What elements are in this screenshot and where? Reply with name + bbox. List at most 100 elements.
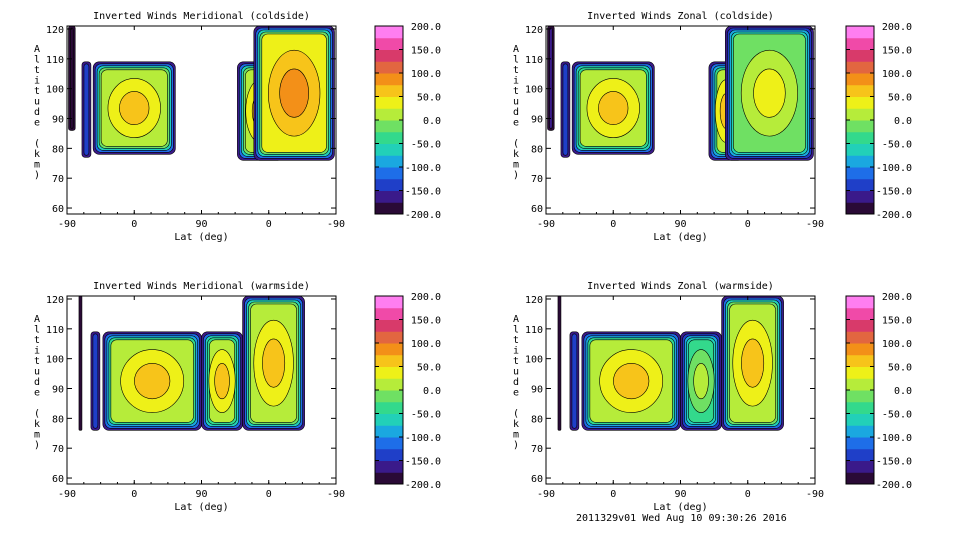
- colorbar-tick-label: 150.0: [411, 46, 441, 57]
- colorbar-swatch: [375, 425, 403, 438]
- data-block: [81, 61, 92, 158]
- colorbar-swatch: [375, 390, 403, 403]
- colorbar-swatch: [375, 378, 403, 391]
- x-tick-label: -90: [537, 219, 555, 230]
- colorbar-tick-label: -200.0: [405, 480, 441, 491]
- colorbar-swatch: [846, 143, 874, 156]
- x-tick-label: -90: [327, 219, 345, 230]
- colorbar-swatch: [846, 378, 874, 391]
- colorbar-tick-label: -200.0: [876, 480, 912, 491]
- data-field: [547, 26, 814, 161]
- colorbar-tick-label: 150.0: [882, 46, 912, 57]
- colorbar-swatch: [375, 331, 403, 344]
- data-block: [90, 331, 101, 431]
- colorbar-tick-label: 100.0: [411, 339, 441, 350]
- colorbar-swatch: [846, 131, 874, 144]
- colorbar-swatch: [846, 437, 874, 450]
- colorbar-tick-label: 50.0: [888, 363, 912, 374]
- colorbar-swatch: [375, 354, 403, 367]
- colorbar-swatch: [846, 49, 874, 62]
- colorbar: 200.0 150.0 100.0 50.0 0.0 -50.0 -100.0 -150.0 -…: [845, 292, 912, 491]
- colorbar-tick-label: 50.0: [417, 363, 441, 374]
- colorbar-swatch: [846, 155, 874, 168]
- contour-band: [92, 333, 99, 429]
- y-tick-label: 90: [531, 115, 543, 126]
- y-tick-label: 70: [52, 444, 64, 455]
- x-tick-label: 0: [266, 489, 272, 500]
- colorbar-swatch: [846, 413, 874, 426]
- data-block: [557, 296, 562, 431]
- y-tick-label: 90: [531, 385, 543, 396]
- y-tick-label: 120: [46, 25, 64, 36]
- colorbar-swatch: [846, 366, 874, 379]
- colorbar-tick-label: 50.0: [417, 93, 441, 104]
- x-axis-label: Lat (deg): [653, 502, 707, 513]
- contour-band: [571, 333, 578, 429]
- colorbar-swatch: [846, 296, 874, 309]
- x-tick-label: -90: [537, 489, 555, 500]
- colorbar-swatch: [846, 307, 874, 320]
- x-tick-label: 0: [745, 219, 751, 230]
- x-tick-label: 0: [131, 219, 137, 230]
- colorbar-swatch: [846, 202, 874, 215]
- chart-panel: Inverted Winds Zonal (warmside) -90 0 90 0 -9…: [513, 281, 912, 513]
- colorbar-swatch: [375, 472, 403, 485]
- chart-title: Inverted Winds Meridional (warmside): [93, 281, 310, 292]
- contour-loop: [279, 68, 309, 118]
- colorbar-tick-label: 0.0: [894, 116, 912, 127]
- x-tick-label: 0: [131, 489, 137, 500]
- colorbar-swatch: [846, 190, 874, 203]
- chart-panel: Inverted Winds Meridional (warmside) -90 0…: [34, 281, 441, 513]
- contour-loop: [134, 363, 171, 400]
- data-block: [201, 331, 243, 431]
- contour-loop: [214, 363, 230, 400]
- colorbar-tick-label: -100.0: [876, 163, 912, 174]
- colorbar-swatch: [846, 331, 874, 344]
- y-tick-label: 90: [52, 115, 64, 126]
- data-block: [102, 331, 202, 431]
- x-tick-label: 90: [674, 489, 686, 500]
- colorbar-swatch: [846, 460, 874, 473]
- colorbar-swatch: [375, 401, 403, 414]
- y-tick-label: 70: [52, 174, 64, 185]
- colorbar-tick-label: 200.0: [882, 292, 912, 303]
- contour-band: [549, 27, 553, 129]
- y-tick-label: 60: [531, 474, 543, 485]
- colorbar-swatch: [846, 390, 874, 403]
- y-tick-label: 60: [52, 204, 64, 215]
- data-block: [253, 26, 335, 161]
- colorbar-swatch: [375, 155, 403, 168]
- y-tick-label: 100: [46, 85, 64, 96]
- colorbar-tick-label: -100.0: [405, 163, 441, 174]
- y-tick-label: 120: [525, 295, 543, 306]
- colorbar-swatch: [846, 96, 874, 109]
- x-tick-label: 0: [610, 489, 616, 500]
- colorbar-swatch: [375, 319, 403, 332]
- x-axis-label: Lat (deg): [653, 232, 707, 243]
- colorbar-swatch: [846, 401, 874, 414]
- colorbar-tick-label: -150.0: [876, 457, 912, 468]
- colorbar-swatch: [375, 460, 403, 473]
- contour-loop: [613, 363, 650, 400]
- colorbar-tick-label: -150.0: [405, 187, 441, 198]
- colorbar-swatch: [846, 167, 874, 180]
- colorbar-tick-label: 0.0: [423, 386, 441, 397]
- y-tick-label: 110: [46, 55, 64, 66]
- chart-panel: Inverted Winds Zonal (coldside) -90 0 90 0 -9…: [513, 11, 912, 243]
- data-block: [721, 296, 784, 431]
- x-tick-label: -90: [806, 219, 824, 230]
- colorbar-tick-label: -150.0: [405, 457, 441, 468]
- colorbar-swatch: [846, 319, 874, 332]
- colorbar-tick-label: -200.0: [876, 210, 912, 221]
- y-tick-label: 80: [531, 414, 543, 425]
- data-block: [242, 296, 305, 431]
- colorbar-swatch: [375, 131, 403, 144]
- x-tick-label: 90: [195, 489, 207, 500]
- chart-title: Inverted Winds Zonal (coldside): [587, 11, 774, 22]
- x-tick-label: 90: [195, 219, 207, 230]
- x-tick-label: -90: [58, 219, 76, 230]
- contour-loop: [693, 363, 709, 400]
